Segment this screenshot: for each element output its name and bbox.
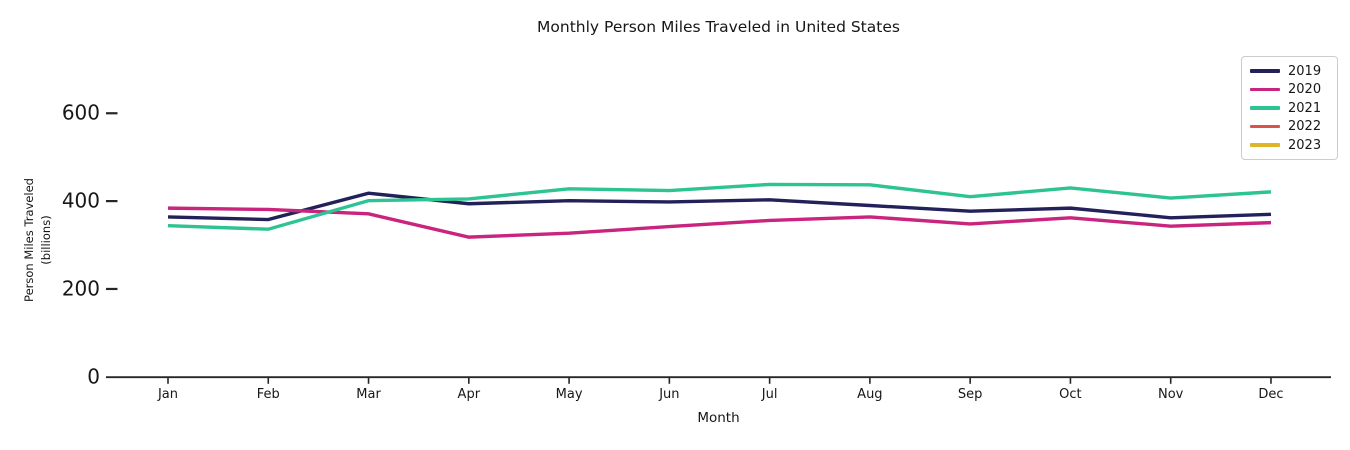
legend: 2019 2020 2021 2022 2023 xyxy=(1241,56,1338,160)
x-tick-label: Sep xyxy=(957,387,983,402)
legend-label: 2021 xyxy=(1288,100,1322,116)
x-tick-label: Jul xyxy=(761,387,778,402)
series-line-2020 xyxy=(167,206,1272,239)
legend-swatch-icon xyxy=(1250,106,1280,110)
x-tick-label: May xyxy=(555,387,583,402)
x-tick-label: Mar xyxy=(356,387,381,402)
legend-swatch-icon xyxy=(1250,124,1280,129)
x-tick-label: Dec xyxy=(1258,387,1284,402)
legend-entry-2020: 2020 xyxy=(1250,83,1329,97)
x-tick-label: Apr xyxy=(457,387,481,402)
series-line-2021 xyxy=(167,182,1272,231)
legend-swatch-icon xyxy=(1250,69,1280,73)
x-tick-label: Aug xyxy=(857,387,883,402)
legend-swatch-icon xyxy=(1250,87,1280,92)
series-line-2019 xyxy=(167,191,1272,222)
legend-label: 2019 xyxy=(1288,63,1322,79)
legend-label: 2022 xyxy=(1288,119,1322,134)
x-tick-label: Jan xyxy=(157,387,179,402)
y-tick-label: 600 xyxy=(61,100,100,125)
x-tick-label: Jun xyxy=(659,387,680,402)
legend-label: 2023 xyxy=(1288,137,1322,153)
y-tick-label: 200 xyxy=(61,276,100,301)
legend-swatch-icon xyxy=(1250,143,1280,147)
chart-title: Monthly Person Miles Traveled in United … xyxy=(537,18,900,36)
y-tick-label: 0 xyxy=(87,364,100,389)
x-tick-label: Oct xyxy=(1059,387,1082,402)
legend-entry-2023: 2023 xyxy=(1250,138,1329,152)
series-lines xyxy=(167,182,1272,239)
axis-layer xyxy=(106,112,1331,384)
y-tick-label: 400 xyxy=(61,188,100,213)
x-tick-label: Nov xyxy=(1158,387,1184,402)
x-tick-label: Feb xyxy=(256,387,280,402)
legend-entry-2021: 2021 xyxy=(1250,101,1329,115)
x-axis-label: Month xyxy=(697,410,740,426)
legend-label: 2020 xyxy=(1288,82,1322,97)
legend-entry-2022: 2022 xyxy=(1250,120,1329,134)
legend-entry-2019: 2019 xyxy=(1250,64,1329,78)
